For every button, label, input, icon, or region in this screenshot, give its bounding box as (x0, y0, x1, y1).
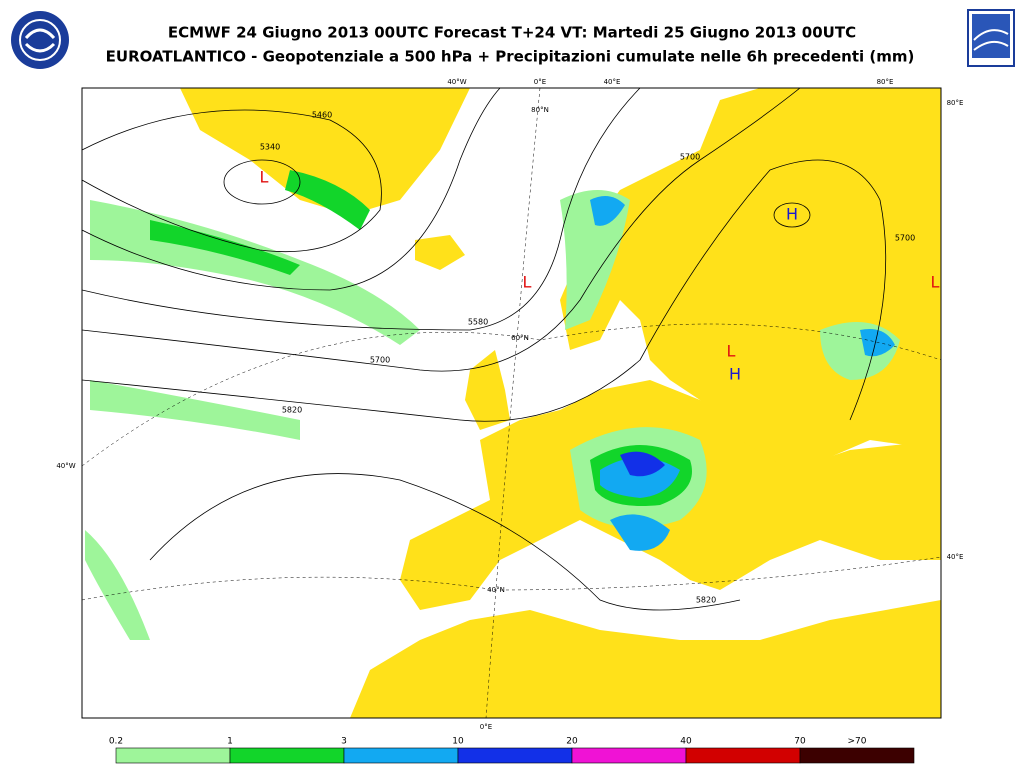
pressure-center: H (729, 365, 741, 384)
legend-label: 1 (227, 737, 233, 747)
legend-swatch (229, 747, 345, 764)
legend-label: 20 (566, 737, 578, 747)
pressure-center: L (260, 168, 269, 187)
coordinate-label: 80°E (877, 78, 894, 86)
map-labels: 40°W 0°E 40°E 80°E 80°E 40°W 40°E 0°E 80°N 60°N 40… (56, 78, 963, 731)
legend-swatch (571, 747, 687, 764)
coordinate-label: 0°E (480, 723, 492, 731)
pressure-center: H (786, 205, 798, 224)
contour-label: 5820 (696, 596, 716, 605)
contour-label: 5700 (895, 234, 915, 243)
coordinate-label: 80°E (947, 99, 964, 107)
logo-right (967, 9, 1015, 67)
legend-swatch (343, 747, 459, 764)
logo-left (11, 11, 69, 69)
pressure-center: L (523, 273, 532, 292)
legend-label: 10 (452, 737, 464, 747)
coordinate-label: 40°E (947, 553, 964, 561)
legend-label: >70 (848, 737, 867, 747)
contour-label: 5340 (260, 143, 280, 152)
legend: 0.2 1 3 10 20 40 70 >70 (109, 737, 915, 764)
legend-label: 3 (341, 737, 347, 747)
legend-label: 40 (680, 737, 692, 747)
map (82, 88, 941, 718)
coordinate-label: 40°W (447, 78, 466, 86)
legend-swatch (685, 747, 801, 764)
coordinate-label: 80°N (531, 106, 549, 114)
pressure-center: L (931, 273, 940, 292)
contour-label: 5820 (282, 406, 302, 415)
title: ECMWF 24 Giugno 2013 00UTC Forecast T+24… (168, 24, 856, 42)
contour-label: 5460 (312, 111, 332, 120)
legend-swatch (799, 747, 915, 764)
subtitle: EUROATLANTICO - Geopotenziale a 500 hPa … (106, 48, 915, 66)
coordinate-label: 40°W (56, 462, 75, 470)
coordinate-label: 60°N (511, 334, 529, 342)
legend-label: 0.2 (109, 737, 123, 747)
contour-label: 5700 (370, 356, 390, 365)
legend-swatch (457, 747, 573, 764)
contour-label: 5700 (680, 153, 700, 162)
legend-swatch (115, 747, 231, 764)
pressure-center: L (727, 342, 736, 361)
coordinate-label: 0°E (534, 78, 546, 86)
contour-label: 5580 (468, 318, 488, 327)
coordinate-label: 40°N (487, 586, 505, 594)
map-frame (81, 87, 942, 719)
coordinate-label: 40°E (604, 78, 621, 86)
legend-label: 70 (794, 737, 806, 747)
